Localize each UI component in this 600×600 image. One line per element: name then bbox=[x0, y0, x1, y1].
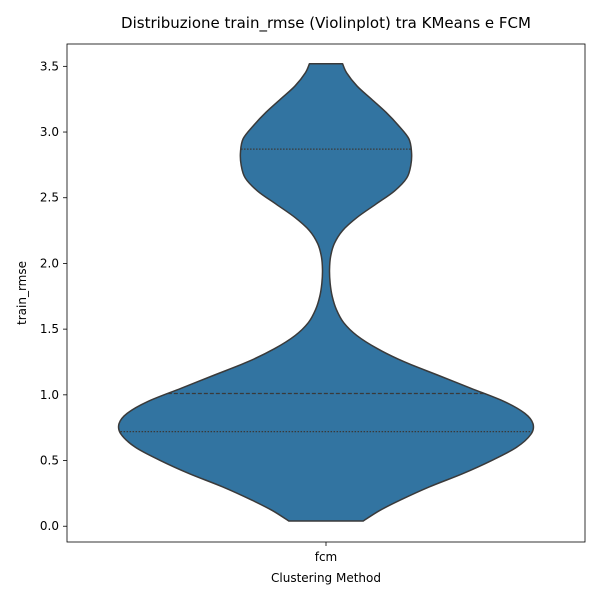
y-tick-label: 3.5 bbox=[40, 59, 59, 73]
violin-body-fcm bbox=[117, 62, 535, 522]
plot-area bbox=[117, 62, 535, 522]
x-tick-label-fcm: fcm bbox=[315, 550, 338, 564]
y-tick-label: 0.0 bbox=[40, 519, 59, 533]
y-axis: 0.0 0.5 1.0 1.5 2.0 2.5 3.0 3.5 bbox=[40, 59, 67, 533]
y-tick-label: 3.0 bbox=[40, 125, 59, 139]
y-tick-label: 2.5 bbox=[40, 191, 59, 205]
y-axis-label: train_rmse bbox=[15, 261, 29, 325]
y-tick-label: 1.0 bbox=[40, 388, 59, 402]
y-tick-label: 2.0 bbox=[40, 256, 59, 270]
y-tick-label: 1.5 bbox=[40, 322, 59, 336]
x-axis: fcm bbox=[315, 542, 338, 564]
y-tick-label: 0.5 bbox=[40, 454, 59, 468]
x-axis-label: Clustering Method bbox=[271, 571, 381, 585]
chart-title: Distribuzione train_rmse (Violinplot) tr… bbox=[121, 14, 531, 33]
